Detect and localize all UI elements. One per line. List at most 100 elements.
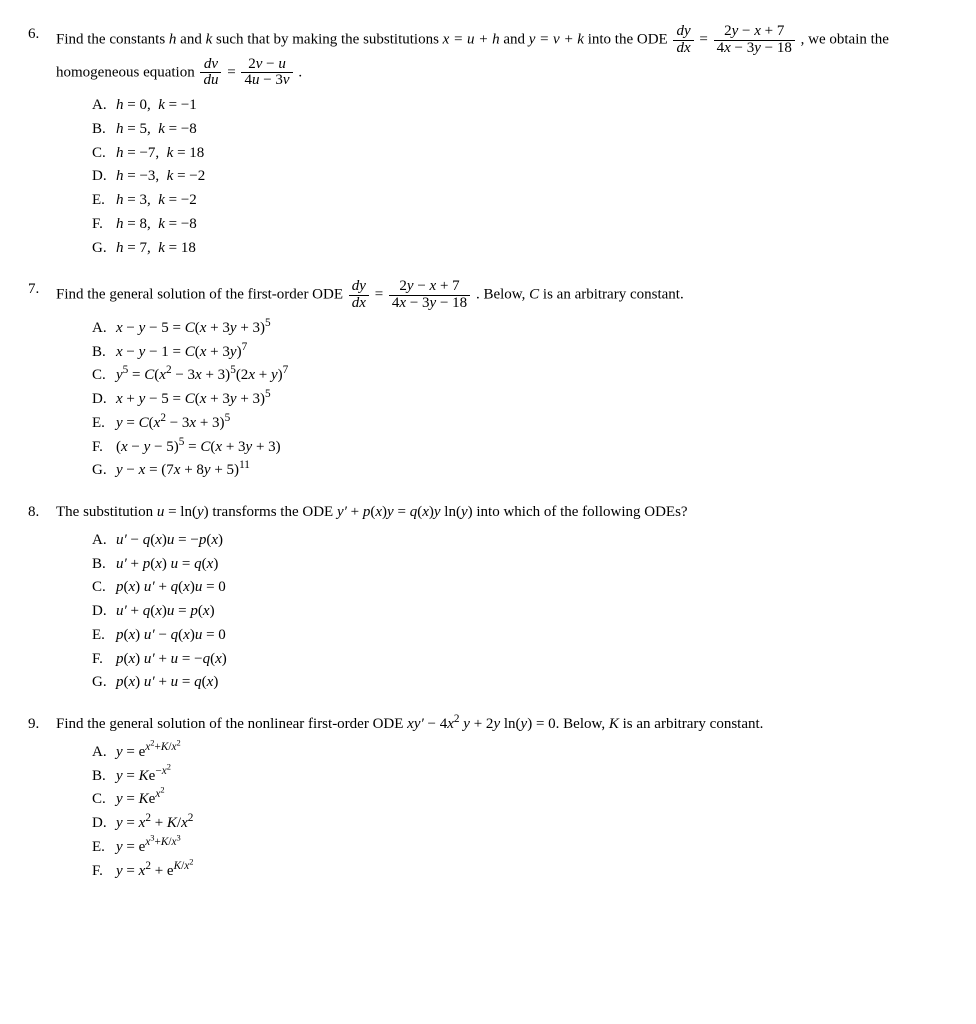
option-content: u′ − q(x)u = −p(x) xyxy=(116,530,948,552)
problem-number: 8. xyxy=(28,502,52,524)
option-label: G. xyxy=(92,672,116,694)
option: A.y = ex2+K/x2 xyxy=(92,742,948,764)
option-content: y = ex2+K/x2 xyxy=(116,742,948,764)
option: C.p(x) u′ + q(x)u = 0 xyxy=(92,577,948,599)
option-content: h = 5, k = −8 xyxy=(116,119,948,141)
option-content: y = Ke−x2 xyxy=(116,766,948,788)
option-label: E. xyxy=(92,190,116,212)
option-label: A. xyxy=(92,742,116,764)
option: E.p(x) u′ − q(x)u = 0 xyxy=(92,625,948,647)
option-content: p(x) u′ − q(x)u = 0 xyxy=(116,625,948,647)
problem-stem: Find the general solution of the first-o… xyxy=(56,279,948,312)
problem-number: 7. xyxy=(28,279,52,301)
option-label: E. xyxy=(92,413,116,435)
option: E.h = 3, k = −2 xyxy=(92,190,948,212)
option-content: x − y − 1 = C(x + 3y)7 xyxy=(116,342,948,364)
option-label: C. xyxy=(92,365,116,387)
problem-list: 6.Find the constants h and k such that b… xyxy=(28,24,948,884)
option: F.y = x2 + eK/x2 xyxy=(92,861,948,883)
option-label: F. xyxy=(92,214,116,236)
option-content: p(x) u′ + q(x)u = 0 xyxy=(116,577,948,599)
option: G.y − x = (7x + 8y + 5)11 xyxy=(92,460,948,482)
option-label: C. xyxy=(92,577,116,599)
option-content: u′ + p(x) u = q(x) xyxy=(116,554,948,576)
option-label: C. xyxy=(92,789,116,811)
problem-stem: Find the constants h and k such that by … xyxy=(56,24,948,89)
option-content: h = 0, k = −1 xyxy=(116,95,948,117)
option: F.h = 8, k = −8 xyxy=(92,214,948,236)
option-label: E. xyxy=(92,837,116,859)
option-label: D. xyxy=(92,166,116,188)
problem-body: The substitution u = ln(y) transforms th… xyxy=(56,502,948,696)
option-content: h = −3, k = −2 xyxy=(116,166,948,188)
option-content: y5 = C(x2 − 3x + 3)5(2x + y)7 xyxy=(116,365,948,387)
option: A.x − y − 5 = C(x + 3y + 3)5 xyxy=(92,318,948,340)
option: D.h = −3, k = −2 xyxy=(92,166,948,188)
option-label: D. xyxy=(92,389,116,411)
option-content: y = x2 + eK/x2 xyxy=(116,861,948,883)
option-list: A.x − y − 5 = C(x + 3y + 3)5B.x − y − 1 … xyxy=(92,318,948,482)
option-label: F. xyxy=(92,861,116,883)
option-label: D. xyxy=(92,813,116,835)
option: B.u′ + p(x) u = q(x) xyxy=(92,554,948,576)
option: C.y = Kex2 xyxy=(92,789,948,811)
option-label: B. xyxy=(92,119,116,141)
option-list: A.u′ − q(x)u = −p(x)B.u′ + p(x) u = q(x)… xyxy=(92,530,948,694)
problem: 7.Find the general solution of the first… xyxy=(28,279,948,484)
option: E.y = C(x2 − 3x + 3)5 xyxy=(92,413,948,435)
option-content: y − x = (7x + 8y + 5)11 xyxy=(116,460,948,482)
option-label: F. xyxy=(92,649,116,671)
option-content: (x − y − 5)5 = C(x + 3y + 3) xyxy=(116,437,948,459)
option-list: A.y = ex2+K/x2B.y = Ke−x2C.y = Kex2D.y =… xyxy=(92,742,948,883)
option-content: x + y − 5 = C(x + 3y + 3)5 xyxy=(116,389,948,411)
option-label: A. xyxy=(92,530,116,552)
option-content: x − y − 5 = C(x + 3y + 3)5 xyxy=(116,318,948,340)
option: G.h = 7, k = 18 xyxy=(92,238,948,260)
problem-body: Find the general solution of the nonline… xyxy=(56,714,948,884)
option-label: F. xyxy=(92,437,116,459)
option: F.(x − y − 5)5 = C(x + 3y + 3) xyxy=(92,437,948,459)
option: C.y5 = C(x2 − 3x + 3)5(2x + y)7 xyxy=(92,365,948,387)
problem: 6.Find the constants h and k such that b… xyxy=(28,24,948,261)
option: B.y = Ke−x2 xyxy=(92,766,948,788)
problem: 8.The substitution u = ln(y) transforms … xyxy=(28,502,948,696)
option-content: y = C(x2 − 3x + 3)5 xyxy=(116,413,948,435)
problem-body: Find the constants h and k such that by … xyxy=(56,24,948,261)
option: A.h = 0, k = −1 xyxy=(92,95,948,117)
problem-number: 9. xyxy=(28,714,52,736)
option: G.p(x) u′ + u = q(x) xyxy=(92,672,948,694)
option-label: B. xyxy=(92,766,116,788)
option: C.h = −7, k = 18 xyxy=(92,143,948,165)
problem-stem: Find the general solution of the nonline… xyxy=(56,714,948,736)
problem: 9.Find the general solution of the nonli… xyxy=(28,714,948,884)
option-label: G. xyxy=(92,238,116,260)
option: F.p(x) u′ + u = −q(x) xyxy=(92,649,948,671)
option: B.x − y − 1 = C(x + 3y)7 xyxy=(92,342,948,364)
option: B.h = 5, k = −8 xyxy=(92,119,948,141)
problem-body: Find the general solution of the first-o… xyxy=(56,279,948,484)
option-content: y = x2 + K/x2 xyxy=(116,813,948,835)
option: E.y = ex3+K/x3 xyxy=(92,837,948,859)
option-content: p(x) u′ + u = q(x) xyxy=(116,672,948,694)
option-content: h = 7, k = 18 xyxy=(116,238,948,260)
option-label: C. xyxy=(92,143,116,165)
option-content: p(x) u′ + u = −q(x) xyxy=(116,649,948,671)
option-label: B. xyxy=(92,554,116,576)
option: A.u′ − q(x)u = −p(x) xyxy=(92,530,948,552)
option: D.y = x2 + K/x2 xyxy=(92,813,948,835)
option-label: B. xyxy=(92,342,116,364)
option-content: y = Kex2 xyxy=(116,789,948,811)
option-label: D. xyxy=(92,601,116,623)
option-content: y = ex3+K/x3 xyxy=(116,837,948,859)
option-label: G. xyxy=(92,460,116,482)
option-content: h = 8, k = −8 xyxy=(116,214,948,236)
problem-number: 6. xyxy=(28,24,52,46)
option-content: h = 3, k = −2 xyxy=(116,190,948,212)
option-label: A. xyxy=(92,95,116,117)
option-content: u′ + q(x)u = p(x) xyxy=(116,601,948,623)
problem-stem: The substitution u = ln(y) transforms th… xyxy=(56,502,948,524)
option: D.u′ + q(x)u = p(x) xyxy=(92,601,948,623)
option-list: A.h = 0, k = −1B.h = 5, k = −8C.h = −7, … xyxy=(92,95,948,259)
option-label: A. xyxy=(92,318,116,340)
option-label: E. xyxy=(92,625,116,647)
